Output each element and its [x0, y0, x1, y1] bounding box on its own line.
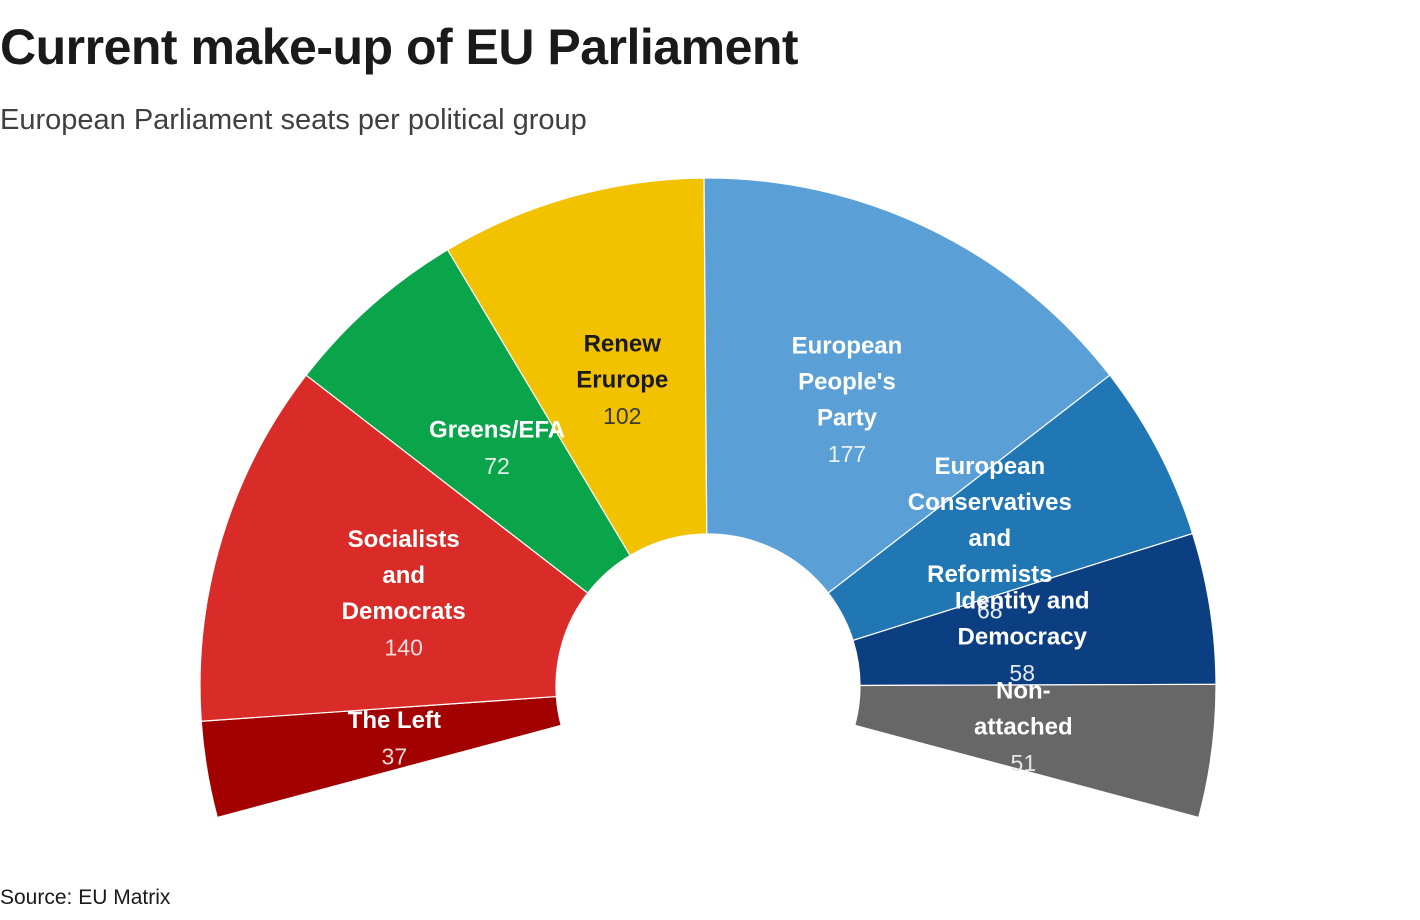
segment-value: 177: [828, 441, 866, 467]
label-identity-and-democracy: Identity and Democracy 58: [955, 588, 1090, 687]
segment-label-line: Renew: [584, 330, 662, 357]
segment-label-line: European: [792, 332, 903, 359]
label-socialists-and-democrats: Socialists and Democrats 140: [342, 526, 466, 661]
segment-non-attached: [854, 683, 1217, 819]
segment-label-line: Reformists: [927, 561, 1052, 588]
segment-value: 37: [382, 743, 408, 769]
segment-label-line: Identity and: [955, 588, 1090, 615]
label-non-attached: Non-attached 51: [974, 677, 1073, 776]
segment-socialists-and-democrats: [199, 374, 589, 722]
label-european-conservatives-and-reformists: European Conservatives and Reformists 68: [908, 453, 1072, 624]
segment-value: 102: [603, 403, 641, 429]
segment-label-line: European: [934, 453, 1045, 480]
segment-value: 140: [385, 635, 423, 661]
segment-label-line: Democrats: [342, 598, 466, 625]
segment-label-line: Party: [817, 404, 878, 431]
segment-label-line: Socialists: [348, 526, 460, 553]
segment-label-line: Greens/EFA: [429, 417, 565, 444]
segment-label-line: and: [968, 525, 1011, 552]
label-greens-efa: Greens/EFA 72: [429, 417, 565, 480]
segment-label-line: The Left: [348, 707, 441, 734]
segment-value: 58: [1009, 660, 1035, 686]
chart-segments: [199, 177, 1217, 819]
chart-subtitle: European Parliament seats per political …: [0, 104, 587, 136]
chart-labels: The Left 37 Socialists and Democrats 140 Green…: [342, 330, 1090, 776]
label-european-people-s-party: European People's Party 177: [792, 332, 903, 467]
segment-greens-efa: [305, 248, 631, 594]
chart-title: Current make-up of EU Parliament: [0, 19, 799, 75]
segment-label-line: People's: [798, 368, 896, 395]
segment-label-line: Non-: [996, 677, 1051, 704]
segment-label-line: and: [382, 562, 425, 589]
segment-label-line: Democracy: [958, 624, 1088, 651]
segment-value: 51: [1011, 750, 1037, 776]
source-note: Source: EU Matrix: [0, 886, 171, 909]
segment-renew-erurope: [446, 177, 708, 557]
segment-european-people-s-party: [703, 177, 1111, 594]
label-the-left: The Left 37: [348, 707, 441, 770]
label-renew-erurope: Renew Erurope 102: [576, 330, 668, 429]
segment-label-line: Erurope: [576, 366, 668, 393]
segment-value: 72: [484, 453, 510, 479]
segment-label-line: Conservatives: [908, 489, 1072, 516]
segment-value: 68: [977, 598, 1003, 624]
segment-label-line: attached: [974, 713, 1073, 740]
